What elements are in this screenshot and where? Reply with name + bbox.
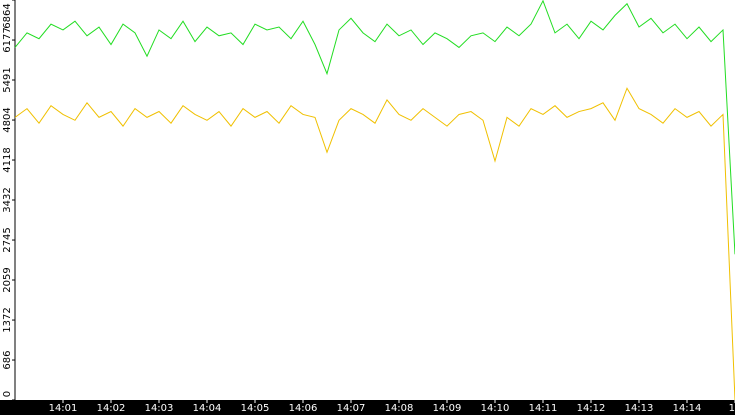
y-tick-label: 6864 [2, 3, 13, 28]
x-tick-label: 14:12 [577, 403, 606, 414]
x-tick-label: 14:02 [97, 403, 126, 414]
y-tick-label: 686 [2, 350, 13, 369]
x-tick-label: 14:06 [289, 403, 318, 414]
series-line [14, 0, 735, 255]
x-tick-label: 14:01 [49, 403, 78, 414]
x-axis-strip [0, 400, 735, 415]
y-tick-label: 2745 [2, 227, 13, 252]
series-line [14, 87, 735, 401]
y-tick-label: 4804 [2, 107, 13, 132]
y-tick-label: 5491 [2, 67, 13, 92]
x-tick-label: 14:05 [241, 403, 270, 414]
x-tick-label: 14:04 [193, 403, 222, 414]
x-tick-label: 14:07 [337, 403, 366, 414]
x-tick-label: 14:09 [433, 403, 462, 414]
y-tick-label: 4118 [2, 147, 13, 172]
x-tick-label: 14:03 [145, 403, 174, 414]
x-tick-label: 14:08 [385, 403, 414, 414]
x-tick-label: 14:14 [673, 403, 702, 414]
y-tick-label: 3432 [2, 187, 13, 212]
y-tick-label: 1372 [2, 307, 13, 332]
x-tick-label: 14:13 [625, 403, 654, 414]
x-tick-label: 14:11 [529, 403, 558, 414]
y-tick-label: 2059 [2, 267, 13, 292]
y-tick-label: 6177 [2, 27, 13, 52]
y-tick-label: 0 [2, 391, 13, 397]
x-tick-label: 14 [729, 403, 735, 414]
x-tick-label: 14:10 [481, 403, 510, 414]
